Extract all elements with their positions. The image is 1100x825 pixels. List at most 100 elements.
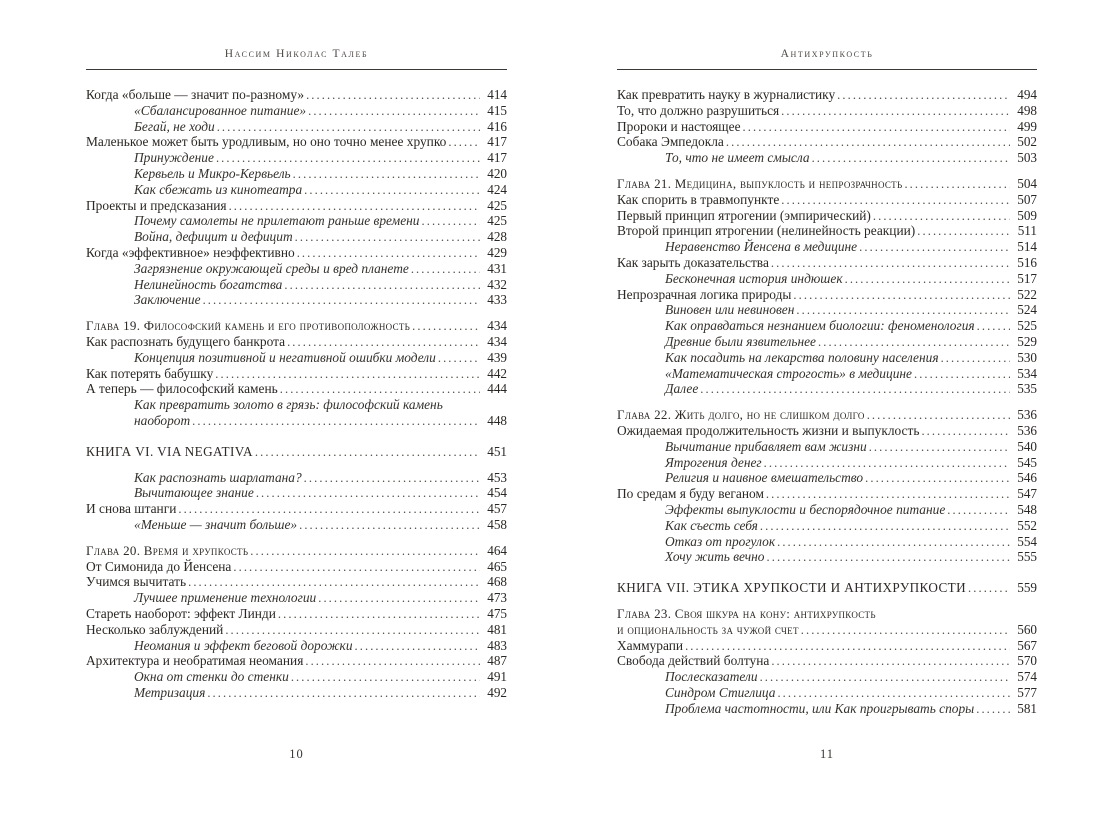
dot-leader xyxy=(250,543,480,560)
toc-entry: То, что не имеет смысла 503 xyxy=(617,150,1037,166)
toc-entry-title: Как сбежать из кинотеатра xyxy=(134,181,303,197)
toc-entry-title: Хаммурапи xyxy=(617,637,684,653)
toc-entry-title: Стареть наоборот: эффект Линди xyxy=(86,605,276,621)
dot-leader xyxy=(287,334,480,351)
dot-leader xyxy=(293,166,480,183)
toc-entry-page: 498 xyxy=(1017,102,1037,118)
toc-entry-page: 529 xyxy=(1017,333,1037,349)
toc-entry-page: 425 xyxy=(487,197,507,213)
toc-entry-page: 546 xyxy=(1017,470,1037,486)
toc-entry-title: Как посадить на лекарства половину насел… xyxy=(665,349,939,365)
toc-entry: «Математическая строгость» в медицине 534 xyxy=(617,366,1037,382)
dot-leader xyxy=(203,292,480,309)
dot-leader xyxy=(873,208,1010,225)
toc-entry: Хаммурапи 567 xyxy=(617,638,1037,654)
toc-entry-page: 444 xyxy=(487,381,507,397)
toc-entry-title: Война, дефицит и дефицит xyxy=(134,229,293,245)
dot-leader xyxy=(438,350,480,367)
toc-entry-title: и опциональность за чужой счет xyxy=(617,621,799,637)
dot-leader xyxy=(760,518,1010,535)
dot-leader xyxy=(921,423,1010,440)
dot-leader xyxy=(685,638,1010,655)
toc-entry-page: 429 xyxy=(487,244,507,260)
toc-entry-title: Хочу жить вечно xyxy=(665,549,765,565)
toc-entry: Религия и наивное вмешательство 546 xyxy=(617,470,1037,486)
toc-entry: Ожидаемая продолжительность жизни и выпу… xyxy=(617,423,1037,439)
toc-entry-page: 428 xyxy=(487,229,507,245)
dot-leader xyxy=(299,517,480,534)
dot-leader xyxy=(229,198,480,215)
toc-entry-page: 417 xyxy=(487,134,507,150)
toc-entry-page: 577 xyxy=(1017,684,1037,700)
toc-entry-title: Кервьель и Микро-Кервьель xyxy=(134,165,291,181)
toc-entry-page: 511 xyxy=(1017,223,1037,239)
toc-entry-title: Заключение xyxy=(134,292,201,308)
toc-entry-page: 536 xyxy=(1017,407,1037,423)
toc-entry-page: 451 xyxy=(487,443,507,459)
toc-entry-title: То, что должно разрушиться xyxy=(617,102,780,118)
toc-entry-page: 458 xyxy=(487,516,507,532)
header-rule xyxy=(86,69,507,70)
toc-entry-page: 574 xyxy=(1017,669,1037,685)
toc-entry: Несколько заблуждений 481 xyxy=(86,622,507,638)
toc-entry-page: 502 xyxy=(1017,134,1037,150)
toc-entry-title: И снова штанги xyxy=(86,501,177,517)
toc-entry-title: Лучшее применение технологии xyxy=(134,590,317,606)
toc-entry: Древние были язвительнее 529 xyxy=(617,334,1037,350)
toc-entry: Заключение 433 xyxy=(86,292,507,308)
toc-entry-title: Как спорить в травмопункте xyxy=(617,191,780,207)
toc-entry-title: Неомания и эффект беговой дорожки xyxy=(134,637,353,653)
toc-entry-page: 425 xyxy=(487,213,507,229)
toc-entry-page: 457 xyxy=(487,501,507,517)
dot-leader xyxy=(796,302,1010,319)
toc-entry-title: Эффекты выпуклости и беспорядочное питан… xyxy=(665,501,946,517)
toc-entry-title: От Симонида до Йенсена xyxy=(86,558,232,574)
toc-entry: Лучшее применение технологии 473 xyxy=(86,590,507,606)
toc-entry: Как зарыть доказательства 516 xyxy=(617,255,1037,271)
toc-entry-page: 524 xyxy=(1017,302,1037,318)
toc-entry-page: 509 xyxy=(1017,207,1037,223)
toc-entry-title: Глава 21. Медицина, выпуклость и непрозр… xyxy=(617,175,903,191)
toc-entry: Неравенство Йенсена в медицине 514 xyxy=(617,239,1037,255)
toc-entry-title: Виновен или невиновен xyxy=(665,302,795,318)
toc-entry: Глава 21. Медицина, выпуклость и непрозр… xyxy=(617,176,1037,192)
toc-entry: Второй принцип ятрогении (нелинейность р… xyxy=(617,223,1037,239)
toc-entry-page: 535 xyxy=(1017,381,1037,397)
toc-entry: и опциональность за чужой счет 560 xyxy=(617,622,1037,638)
dot-leader xyxy=(297,245,480,262)
toc-entry-title: Синдром Стиглица xyxy=(665,684,776,700)
dot-leader xyxy=(280,381,480,398)
toc-entry-page: 432 xyxy=(487,276,507,292)
toc-entry-title: КНИГА VI. VIA NEGATIVA xyxy=(86,443,253,459)
toc-entry-title: Несколько заблуждений xyxy=(86,621,224,637)
toc-entry-page: 465 xyxy=(487,558,507,574)
toc-entry: Как посадить на лекарства половину насел… xyxy=(617,350,1037,366)
toc-entry: Эффекты выпуклости и беспорядочное питан… xyxy=(617,502,1037,518)
toc-entry: Как сбежать из кинотеатра 424 xyxy=(86,182,507,198)
toc-entry: Принуждение 417 xyxy=(86,150,507,166)
toc-entry-title: Как превратить золото в грязь: философск… xyxy=(134,397,443,413)
toc-entry-title: Вычитание прибавляет вам жизни xyxy=(665,438,867,454)
toc-entry-page: 548 xyxy=(1017,501,1037,517)
dot-leader xyxy=(865,470,1010,487)
toc-entry: Окна от стенки до стенки 491 xyxy=(86,669,507,685)
toc-entry-title: Проекты и предсказания xyxy=(86,197,227,213)
dot-leader xyxy=(859,239,1010,256)
toc-entry-title: Метризация xyxy=(134,684,206,700)
toc-entry: Хочу жить вечно 555 xyxy=(617,549,1037,565)
toc-entry: Неомания и эффект беговой дорожки 483 xyxy=(86,638,507,654)
folio-right: 11 xyxy=(819,747,835,761)
dot-leader xyxy=(781,103,1010,120)
dot-leader xyxy=(178,501,480,518)
dot-leader xyxy=(355,638,480,655)
toc-entry: То, что должно разрушиться 498 xyxy=(617,103,1037,119)
toc-entry: «Меньше — значит больше» 458 xyxy=(86,517,507,533)
dot-leader xyxy=(771,653,1010,670)
toc-entry: Виновен или невиновен 524 xyxy=(617,302,1037,318)
toc-entry-page: 545 xyxy=(1017,454,1037,470)
toc-entry-page: 517 xyxy=(1017,270,1037,286)
toc-entry-page: 514 xyxy=(1017,239,1037,255)
toc-entry-page: 494 xyxy=(1017,87,1037,102)
dot-leader xyxy=(767,549,1010,566)
toc-entry-page: 559 xyxy=(1017,580,1037,596)
